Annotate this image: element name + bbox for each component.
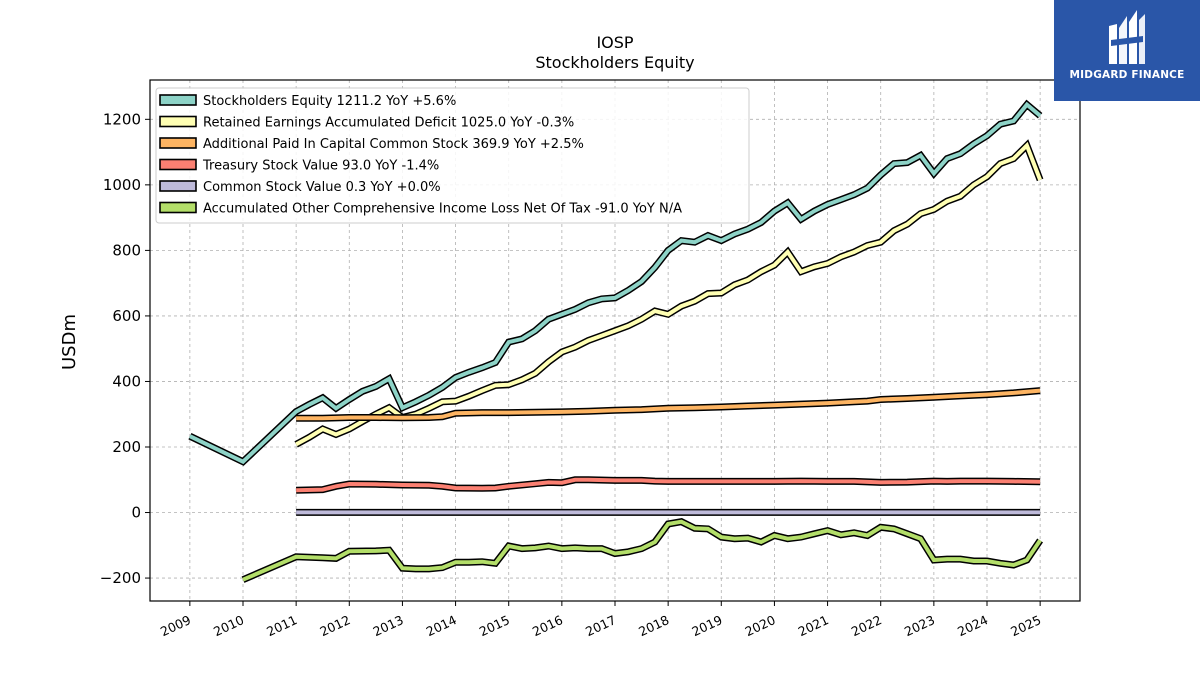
legend-item: Stockholders Equity 1211.2 YoY +5.6% — [159, 94, 456, 109]
legend-label: Stockholders Equity 1211.2 YoY +5.6% — [203, 94, 456, 109]
chart-title: IOSP — [596, 33, 633, 52]
x-tick-label: 2009 — [158, 612, 193, 639]
x-tick-label: 2019 — [689, 612, 724, 639]
x-tick-label: 2023 — [902, 612, 937, 639]
series-stroke — [242, 519, 1042, 582]
legend-swatch — [159, 115, 197, 128]
legend-label: Treasury Stock Value 93.0 YoY -1.4% — [202, 159, 439, 174]
x-tick-label: 2013 — [371, 612, 406, 639]
x-tick-label: 2020 — [743, 612, 778, 639]
logo-mark-icon — [1109, 10, 1145, 64]
series-line-1 — [188, 99, 1043, 466]
legend-item: Accumulated Other Comprehensive Income L… — [159, 201, 682, 217]
series-line-4 — [296, 476, 1041, 494]
y-tick-label: −200 — [100, 569, 141, 587]
legend-item: Treasury Stock Value 93.0 YoY -1.4% — [159, 158, 439, 174]
y-tick-label: 1200 — [103, 110, 141, 128]
y-tick-label: 1000 — [103, 176, 141, 194]
legend-label: Additional Paid In Capital Common Stock … — [203, 137, 584, 152]
x-tick-label: 2024 — [955, 612, 990, 639]
y-tick-label: 0 — [131, 504, 141, 522]
x-tick-label: 2014 — [424, 612, 459, 639]
x-tick-label: 2022 — [849, 612, 884, 639]
legend-swatch — [159, 201, 197, 214]
brand-logo: MIDGARD FINANCE — [1054, 0, 1200, 101]
y-tick-label: 400 — [112, 372, 141, 390]
legend-swatch — [159, 94, 197, 106]
legend-item: Common Stock Value 0.3 YoY +0.0% — [159, 180, 441, 195]
y-tick-label: 800 — [112, 241, 141, 259]
y-axis: −200 0 200 400 600 800 1000 1200 — [100, 110, 150, 587]
legend-item: Additional Paid In Capital Common Stock … — [159, 137, 584, 152]
x-tick-label: 2012 — [317, 612, 352, 639]
series-line-2 — [294, 139, 1044, 448]
x-tick-label: 2016 — [530, 612, 565, 639]
x-tick-label: 2025 — [1008, 612, 1043, 639]
y-tick-label: 200 — [112, 438, 141, 456]
series-stroke — [296, 388, 1041, 421]
series-lines — [188, 99, 1044, 583]
y-axis-label: USDm — [59, 314, 80, 370]
x-tick-label: 2011 — [264, 612, 299, 639]
x-tick-label: 2021 — [796, 612, 831, 639]
legend-label: Accumulated Other Comprehensive Income L… — [203, 202, 682, 217]
series-stroke — [296, 477, 1041, 493]
legend-box — [155, 87, 750, 224]
x-tick-label: 2017 — [583, 612, 618, 639]
legend-label: Common Stock Value 0.3 YoY +0.0% — [203, 180, 441, 195]
logo-text: MIDGARD FINANCE — [1069, 69, 1185, 81]
series-line-3 — [296, 387, 1041, 422]
x-axis: 2009 2010 2011 2012 2013 2014 2015 2016 2017 2018… — [158, 601, 1043, 639]
series-stroke — [295, 141, 1042, 447]
x-tick-label: 2018 — [636, 612, 671, 639]
legend-swatch — [159, 158, 197, 171]
legend-label: Retained Earnings Accumulated Deficit 10… — [203, 116, 574, 131]
legend-swatch — [159, 137, 197, 149]
chart-subtitle: Stockholders Equity — [535, 53, 694, 72]
y-tick-label: 600 — [112, 307, 141, 325]
legend-item: Retained Earnings Accumulated Deficit 10… — [159, 115, 574, 131]
series-stroke — [189, 101, 1042, 465]
x-tick-label: 2010 — [211, 612, 246, 639]
legend: Stockholders Equity 1211.2 YoY +5.6% Reta… — [155, 87, 750, 224]
x-tick-label: 2015 — [477, 612, 512, 639]
legend-swatch — [159, 180, 197, 192]
series-line-6 — [241, 518, 1044, 583]
